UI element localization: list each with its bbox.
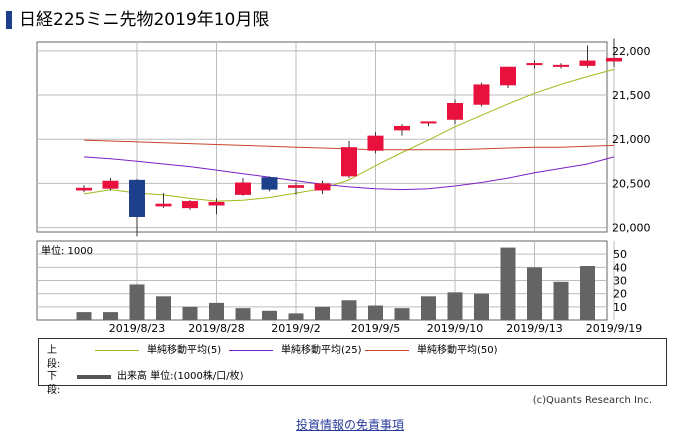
volume-bar	[235, 308, 251, 320]
volume-bar	[182, 306, 198, 320]
candle-body	[261, 177, 278, 190]
date-axis-ticks: 2019/8/23 2019/8/28 2019/9/2 2019/9/5 2019/9…	[109, 322, 642, 335]
legend-label-ma25: 単純移動平均(25)	[281, 345, 362, 356]
ma-line-ma25	[83, 156, 615, 191]
price-axis-ticks: 20,000 20,500 21,000 21,500 22,000	[612, 45, 651, 235]
volume-bar	[474, 293, 489, 320]
date-tick-label: 2019/8/28	[188, 322, 244, 335]
candle-body	[367, 135, 384, 151]
volume-tick-label: 30	[613, 275, 627, 288]
page-title: 日経225ミニ先物2019年10月限	[19, 10, 270, 30]
legend-swatch-ma50	[365, 350, 409, 351]
volume-bar	[288, 313, 304, 320]
volume-bar	[209, 302, 224, 320]
copyright-notice: (c)Quants Research Inc.	[532, 395, 652, 406]
candle-body	[579, 60, 596, 66]
date-tick-label: 2019/9/2	[271, 322, 320, 335]
volume-bar	[447, 292, 463, 320]
date-tick-label: 2019/9/5	[351, 322, 400, 335]
volume-bar	[341, 300, 357, 320]
legend-lower-label: 下段:	[47, 371, 61, 396]
volume-bar	[129, 284, 145, 320]
candle-body	[447, 102, 463, 120]
candle-body	[314, 183, 331, 191]
candle-body	[235, 182, 251, 195]
date-tick-label: 2019/9/19	[586, 322, 642, 335]
legend-swatch-ma5	[95, 350, 139, 351]
price-tick-label: 21,000	[612, 133, 651, 146]
legend-label-volume: 出来高 単位:(1000株/口/枚)	[117, 371, 244, 382]
volume-tick-label: 20	[613, 288, 627, 301]
candle-body	[208, 201, 225, 206]
legend-box: 上段: 単純移動平均(5) 単純移動平均(25) 単純移動平均(50) 下段: …	[38, 338, 667, 396]
legend-label-ma5: 単純移動平均(5)	[147, 345, 222, 356]
candle-body	[341, 147, 357, 177]
volume-bar	[394, 308, 410, 320]
candlesticks	[76, 38, 622, 237]
candle-body	[76, 187, 92, 191]
volume-bar	[368, 305, 383, 320]
candle-body	[473, 84, 490, 105]
disclaimer-link[interactable]: 投資情報の免責事項	[295, 418, 404, 432]
legend-upper-label: 上段:	[47, 345, 61, 370]
legend-swatch-volume	[77, 375, 111, 379]
title-marker	[6, 11, 12, 29]
date-tick-label: 2019/9/13	[506, 322, 562, 335]
candle-body	[155, 203, 172, 207]
candle-body	[182, 201, 198, 209]
volume-bar	[156, 296, 171, 320]
volume-bar	[527, 267, 542, 320]
volume-bar	[103, 312, 118, 320]
legend-swatch-ma25	[229, 350, 273, 351]
chart-canvas: 20,000 20,500 21,000 21,500 22,000 102030405…	[36, 38, 651, 335]
candle-body	[500, 66, 516, 86]
price-grid	[37, 42, 615, 232]
volume-tick-label: 40	[613, 261, 627, 274]
ma-line-ma5	[83, 68, 615, 202]
price-tick-label: 20,500	[612, 177, 651, 190]
date-tick-label: 2019/8/23	[109, 322, 165, 335]
price-tick-label: 22,000	[612, 45, 651, 58]
volume-unit-label: 単位: 1000	[41, 244, 93, 257]
price-tick-label: 21,500	[612, 89, 651, 102]
candle-body	[288, 185, 304, 188]
candle-body	[606, 57, 622, 62]
volume-bar	[76, 312, 92, 320]
chart-title-bar: 日経225ミニ先物2019年10月限	[4, 9, 604, 31]
volume-bar	[580, 266, 595, 320]
price-tick-label: 20,000	[612, 222, 651, 235]
volume-bar	[262, 310, 277, 320]
candle-body	[394, 125, 410, 131]
candle-body	[129, 179, 145, 217]
volume-bars	[76, 247, 595, 320]
price-panel-frame	[36, 41, 608, 233]
volume-bar	[421, 296, 436, 320]
volume-bar	[553, 281, 569, 320]
volume-tick-label: 10	[613, 301, 627, 314]
candle-body	[102, 180, 119, 189]
date-tick-label: 2019/9/10	[427, 322, 483, 335]
legend-label-ma50: 単純移動平均(50)	[417, 345, 498, 356]
volume-bar	[500, 247, 516, 320]
volume-bar	[315, 306, 330, 320]
volume-tick-label: 50	[613, 248, 627, 261]
